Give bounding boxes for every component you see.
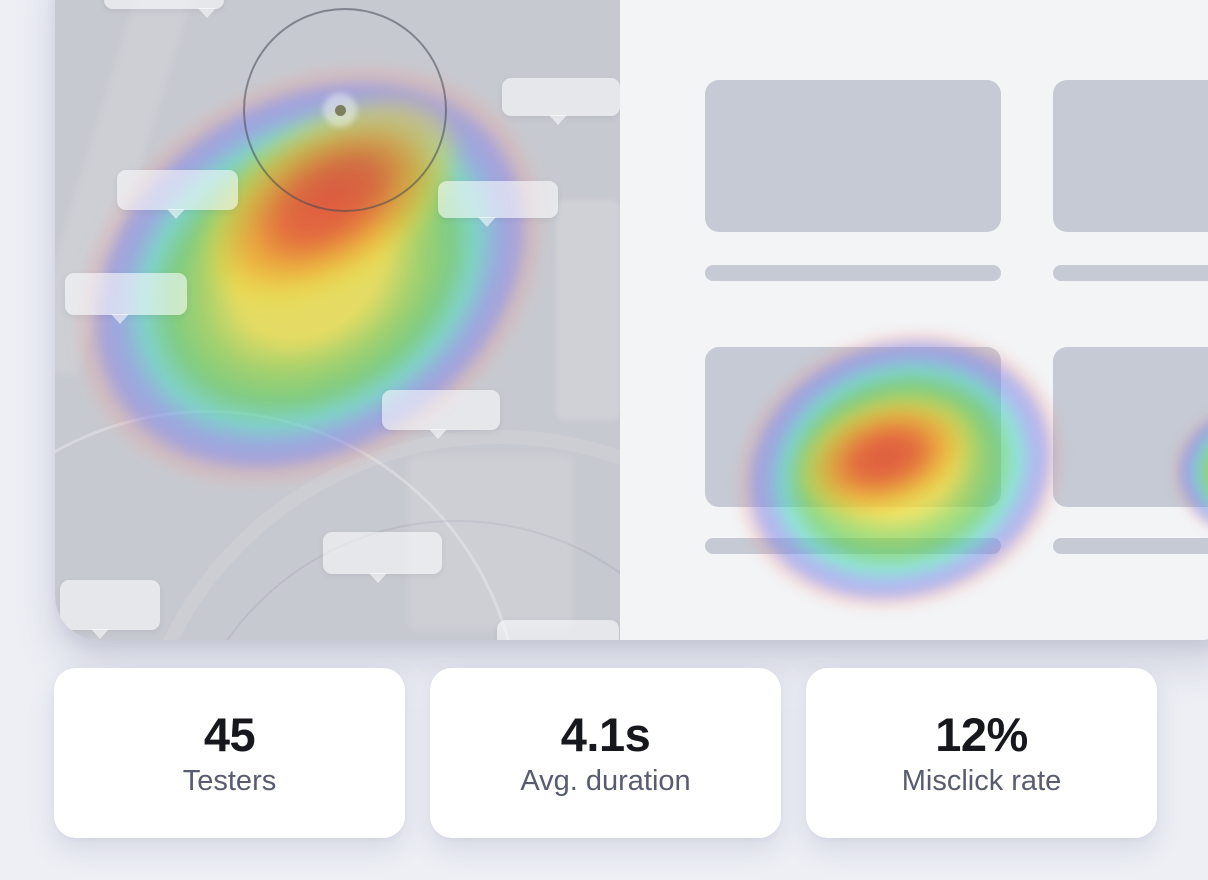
map-marker-tooltip	[497, 620, 619, 640]
stat-card-avg-duration: 4.1s Avg. duration	[430, 668, 781, 838]
map-marker-tooltip	[65, 273, 187, 324]
focus-circle	[243, 8, 447, 212]
stat-value: 45	[203, 707, 256, 761]
tooltip-pointer	[549, 115, 567, 125]
map-marker-tooltip	[438, 181, 558, 227]
stat-label: Misclick rate	[901, 764, 1062, 797]
map-marker-tooltip	[60, 580, 160, 639]
stat-card-testers: 45 Testers	[54, 668, 405, 838]
ui-prototype-screen	[620, 0, 1208, 640]
mock-image-card	[705, 80, 1001, 232]
map-marker-tooltip	[117, 170, 238, 219]
mock-text-bar	[705, 538, 1001, 554]
gaze-dot	[335, 105, 346, 116]
map-marker-tooltip	[382, 390, 500, 439]
map-prototype-screen	[55, 0, 620, 640]
map-marker-tooltip	[323, 532, 442, 583]
map-light-patch	[556, 200, 620, 420]
tested-screens-card	[55, 0, 1208, 640]
stat-card-misclick-rate: 12% Misclick rate	[806, 668, 1157, 838]
tooltip-pointer	[91, 629, 109, 639]
map-marker-tooltip	[502, 78, 620, 125]
mock-text-bar	[1053, 265, 1208, 281]
mock-text-bar	[1053, 538, 1208, 554]
stat-label: Avg. duration	[520, 764, 691, 797]
tooltip-pointer	[429, 429, 447, 439]
summary-stats-row: 45 Testers 4.1s Avg. duration 12% Miscli…	[0, 668, 1208, 838]
tooltip-pointer	[369, 573, 387, 583]
tooltip-pointer	[478, 217, 496, 227]
stat-value: 12%	[935, 707, 1028, 761]
map-marker-tooltip	[104, 0, 224, 18]
tooltip-pointer	[111, 314, 129, 324]
mock-image-card	[1053, 347, 1208, 507]
mock-text-bar	[705, 265, 1001, 281]
mock-image-card	[705, 347, 1001, 507]
stat-value: 4.1s	[560, 707, 651, 761]
tooltip-pointer	[198, 8, 216, 18]
mock-image-card	[1053, 80, 1208, 232]
stat-label: Testers	[182, 764, 277, 797]
tooltip-pointer	[167, 209, 185, 219]
